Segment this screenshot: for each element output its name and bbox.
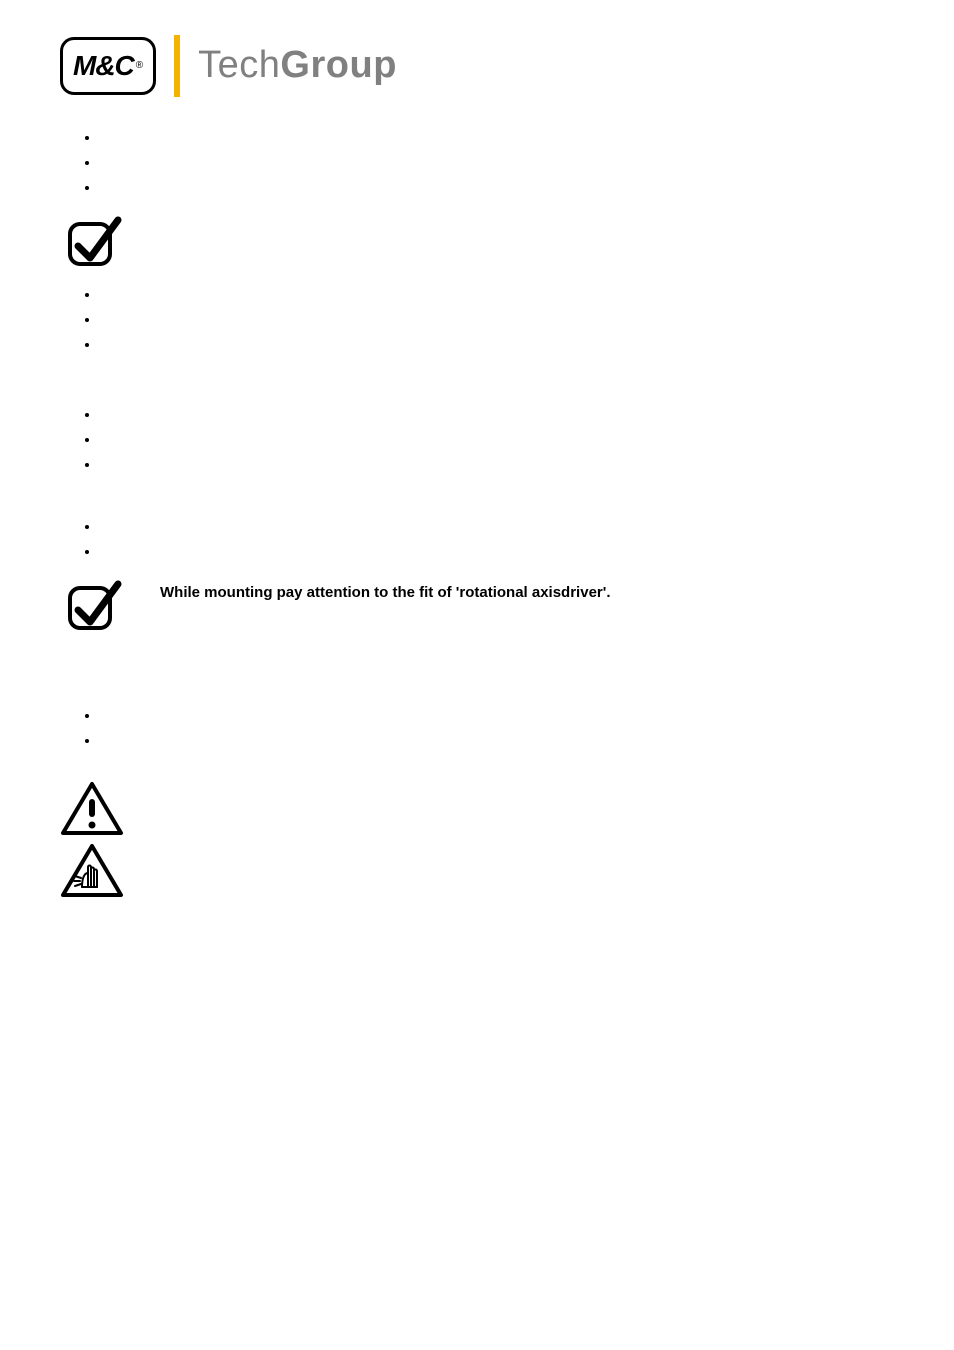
brand-wordmark: TechGroup (198, 39, 397, 92)
list-item: Clean the driver shaft, apply Loctite an… (100, 309, 894, 330)
list-item: Withdraw the motor together with the cou… (100, 454, 894, 475)
bullet-list-3: Disconnect the power supply and remove t… (60, 404, 894, 475)
list-item: Remove the bushing ③; check the conditio… (100, 177, 894, 198)
warning-icons-col (60, 781, 130, 899)
paragraph-motor: Fitting the new motor: (100, 485, 894, 506)
list-item-text: Unscrew the pump head ④ from the bracket… (100, 154, 444, 171)
brand-logo-box: M&C® (60, 37, 156, 94)
header-logo-row: M&C® TechGroup (60, 35, 894, 97)
list-item: Remove the four M5 screws holding the mo… (100, 429, 894, 450)
list-item-text: Withdraw the motor together with the cou… (100, 456, 550, 473)
bullet-list-2: Fit a new needle bearing ① and bushing ③… (60, 284, 894, 355)
list-item-text: Clean the driver shaft, apply Loctite an… (100, 311, 524, 328)
list-item-text: Switch on the power supply and check the… (100, 707, 516, 724)
hand-hazard-icon (60, 843, 124, 899)
list-item-text: Carry out a leak test on all connections… (100, 732, 363, 749)
list-item: Reassemble in reverse order. (100, 334, 894, 355)
note-text-2: While mounting pay attention to the fit … (160, 576, 894, 603)
list-item: Switch on the power supply and check the… (100, 705, 894, 726)
warning-triangle-icon (60, 781, 124, 837)
footer-left: SP2000 / SP2000-H Operating manual (60, 1303, 267, 1320)
list-item-text: Insert the new motor with the coupling h… (100, 518, 744, 535)
wordmark-tech: Tech (198, 44, 280, 86)
list-item: Fit a new needle bearing ① and bushing ③… (100, 284, 894, 305)
checkmark-icon (60, 576, 130, 634)
list-item-text: Fit a new needle bearing ① and bushing ③… (100, 286, 460, 303)
list-item: Insert the new motor with the coupling h… (100, 516, 894, 537)
bullet-list-1: Loosen the M6 bolts ① and remove the ecc… (60, 127, 894, 198)
warning-row: Caution! Risk of injury from rotating pa… (60, 781, 894, 899)
brand-mark: M&C (73, 46, 134, 85)
wordmark-group: Group (280, 44, 396, 86)
section-heading-check: Functional check (60, 674, 894, 695)
registered-mark: ® (136, 59, 143, 73)
list-item-text: Remove the four M5 screws holding the mo… (100, 431, 506, 448)
list-item: Reconnect the power supply and refit the… (100, 541, 894, 562)
list-item: Loosen the M6 bolts ① and remove the ecc… (100, 127, 894, 148)
page: M&C® TechGroup Loosen the M6 bolts ① and… (0, 0, 954, 1350)
bullet-list-4: Insert the new motor with the coupling h… (60, 516, 894, 562)
note-row-1: Attention: the bushing is secured with L… (60, 212, 894, 270)
list-item-text: Reassemble in reverse order. (100, 336, 296, 353)
bullet-list-5: Switch on the power supply and check the… (60, 705, 894, 751)
page-footer: SP2000 / SP2000-H Operating manual Page … (60, 1303, 894, 1320)
list-item-text: Disconnect the power supply and remove t… (100, 406, 488, 423)
note-row-2: While mounting pay attention to the fit … (60, 576, 894, 634)
list-item-text: Loosen the M6 bolts ① and remove the ecc… (100, 129, 484, 146)
list-item-text: Remove the bushing ③; check the conditio… (100, 179, 666, 196)
logo-divider-bar (174, 35, 180, 97)
warning-text: Caution! Risk of injury from rotating pa… (160, 781, 894, 823)
checkmark-icon (60, 212, 130, 270)
list-item-text: Reconnect the power supply and refit the… (100, 543, 459, 560)
list-item: Unscrew the pump head ④ from the bracket… (100, 152, 894, 173)
list-item: Carry out a leak test on all connections… (100, 730, 894, 751)
list-item: Disconnect the power supply and remove t… (100, 404, 894, 425)
footer-right: Page 23 (849, 1303, 894, 1320)
section-heading-motor: Replacing the motor (60, 373, 894, 394)
note-text-1: Attention: the bushing is secured with L… (160, 212, 894, 233)
